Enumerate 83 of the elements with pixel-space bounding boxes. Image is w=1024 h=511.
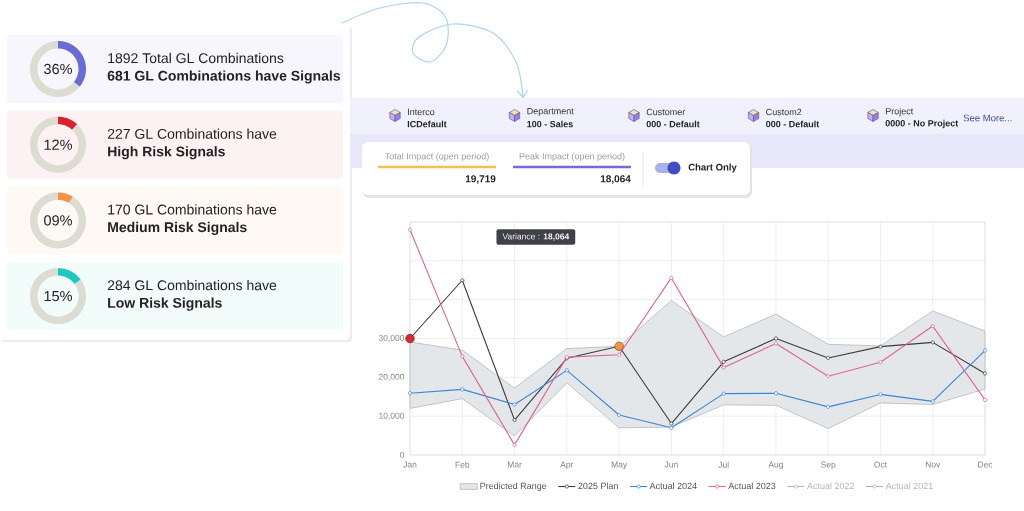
point: [617, 352, 622, 357]
legend-label: Predicted Range: [480, 482, 547, 491]
y-tick-label: 0: [400, 452, 405, 458]
x-tick-label: Jul: [718, 461, 729, 468]
point: [773, 336, 778, 341]
text: Project: [885, 107, 914, 117]
point: [669, 425, 674, 430]
x-tick-label: Sep: [821, 461, 836, 470]
x-tick-label: Aug: [768, 461, 783, 470]
annotation: Variance : 18,064: [502, 233, 570, 241]
text: 15%: [44, 290, 72, 302]
point: [408, 227, 413, 232]
text: 000 - Default: [646, 120, 700, 128]
text: 170 GL Combinations have: [108, 204, 277, 215]
point: [721, 359, 726, 364]
y-tick-label: 10,000: [379, 412, 405, 420]
text: Customer: [646, 108, 686, 116]
point: [460, 387, 465, 392]
text: Custom2: [766, 108, 802, 116]
point: [930, 340, 935, 345]
text: 284 GL Combinations have: [107, 279, 277, 291]
point: [512, 442, 517, 447]
y-tick-label: 20,000: [378, 373, 405, 381]
text: Chart Only: [688, 163, 737, 173]
point: [930, 399, 935, 404]
point: [721, 391, 726, 396]
text: 1892 Total GL Combinations: [108, 52, 284, 64]
point: [460, 278, 465, 283]
point: [826, 404, 831, 409]
point: [930, 324, 935, 329]
x-tick-label: Feb: [455, 461, 470, 468]
text: 36%: [44, 63, 72, 75]
text: 0000 - No Project: [885, 119, 959, 129]
text: Interco: [408, 108, 435, 116]
point: [878, 360, 883, 365]
legend-label: Actual 2023: [728, 482, 776, 490]
y-tick-label: 30,000: [378, 335, 405, 343]
text: Low Risk Signals: [108, 297, 222, 311]
text: Peak Impact (open period): [519, 152, 625, 162]
legend-label: Actual 2022: [807, 482, 855, 490]
text: High Risk Signals: [108, 146, 225, 160]
point: [826, 374, 831, 379]
x-tick-label: Jun: [664, 461, 678, 468]
text: ICDefault: [407, 120, 447, 128]
text: See More...: [963, 114, 1012, 122]
point: [983, 348, 988, 353]
point: [773, 391, 778, 396]
x-tick-label: Jan: [403, 461, 417, 468]
text: 19,719: [465, 175, 496, 184]
point: [512, 418, 517, 423]
point: [983, 371, 988, 376]
text: Total Impact (open period): [384, 152, 489, 162]
point: [878, 344, 883, 349]
text: 09%: [44, 215, 72, 226]
point: [512, 402, 517, 407]
point: [669, 421, 674, 426]
point: [564, 368, 569, 373]
text: 227 GL Combinations have: [107, 128, 277, 139]
point: [826, 355, 831, 360]
point: [773, 341, 778, 346]
legend-label: Actual 2021: [885, 482, 933, 490]
point: [617, 413, 622, 417]
x-tick-label: Apr: [560, 461, 574, 470]
point: [669, 275, 674, 280]
legend-label: Actual 2024: [649, 482, 697, 490]
text: Department: [527, 107, 574, 117]
point: [460, 354, 465, 359]
point: [721, 365, 726, 370]
text: Medium Risk Signals: [108, 221, 247, 235]
legend-label: 2025 Plan: [578, 482, 618, 490]
point: [408, 391, 413, 396]
text: 18,064: [600, 175, 631, 184]
x-tick-label: Mar: [507, 461, 522, 468]
x-tick-label: Oct: [874, 461, 888, 468]
text: 681 GL Combinations have Signals: [107, 70, 341, 84]
point: [983, 397, 988, 402]
text: 12%: [44, 139, 72, 150]
x-tick-label: Nov: [925, 461, 941, 468]
text: 000 - Default: [766, 120, 820, 128]
point: [878, 392, 883, 397]
text: 100 - Sales: [527, 120, 573, 128]
x-tick-label: Dec: [978, 461, 993, 468]
x-tick-label: May: [611, 461, 628, 470]
